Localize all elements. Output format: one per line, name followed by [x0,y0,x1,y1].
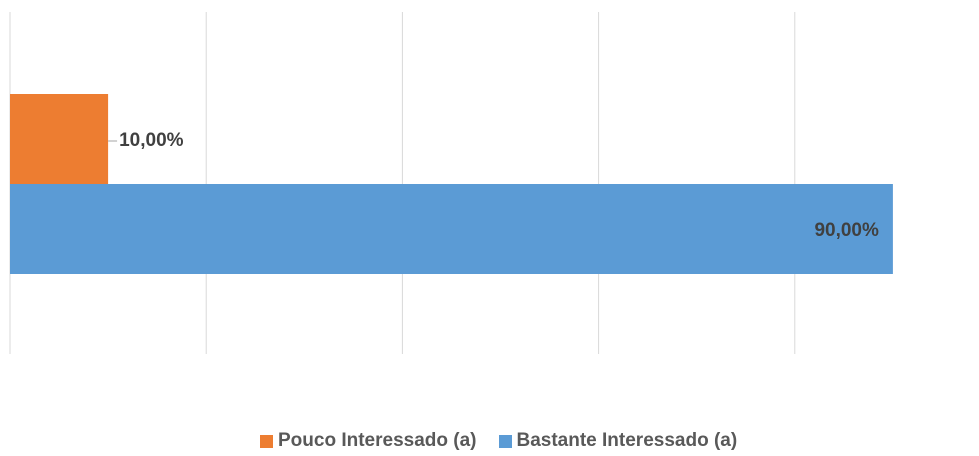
legend: Pouco Interessado (a) Bastante Interessa… [260,430,759,452]
legend-swatch-bastante [498,434,512,448]
gridlines [9,12,796,354]
data-labels: 10,00% 90,00% [108,130,879,241]
bar-1 [10,184,893,274]
legend-item-pouco: Pouco Interessado (a) [260,430,477,452]
legend-item-bastante: Bastante Interessado (a) [498,430,738,452]
bars [10,94,893,274]
legend-label-pouco: Pouco Interessado (a) [278,430,477,451]
data-label-1: 90,00% [814,220,879,241]
data-label-0: 10,00% [119,130,184,151]
bar-chart: 10,00% 90,00% [9,12,893,354]
bar-0 [10,94,109,184]
legend-label-bastante: Bastante Interessado (a) [516,430,738,451]
legend-swatch-pouco [260,434,273,448]
